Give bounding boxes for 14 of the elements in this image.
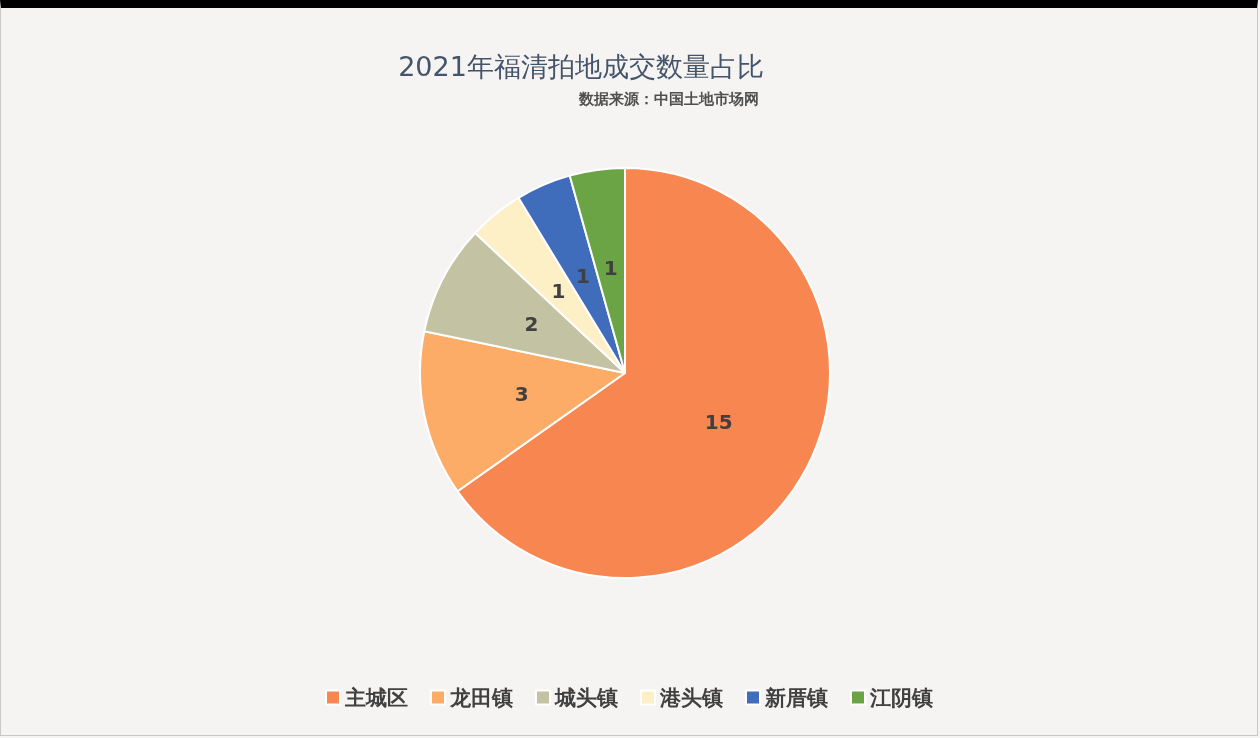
- legend-label: 江阴镇: [869, 685, 933, 710]
- data-label: 3: [514, 382, 529, 407]
- chart-subtitle: 数据来源：中国土地市场网: [578, 89, 759, 108]
- data-label: 2: [524, 312, 539, 337]
- legend-label: 主城区: [344, 685, 408, 710]
- legend-label: 城头镇: [554, 685, 618, 710]
- legend-label: 龙田镇: [449, 685, 513, 710]
- data-label: 1: [576, 264, 590, 289]
- data-label: 15: [704, 409, 733, 434]
- data-label: 1: [603, 256, 618, 281]
- legend-label: 新厝镇: [764, 685, 828, 710]
- chart-title: 2021年福清拍地成交数量占比: [398, 51, 764, 82]
- data-label: 1: [551, 279, 566, 304]
- legend-label: 港头镇: [659, 685, 723, 710]
